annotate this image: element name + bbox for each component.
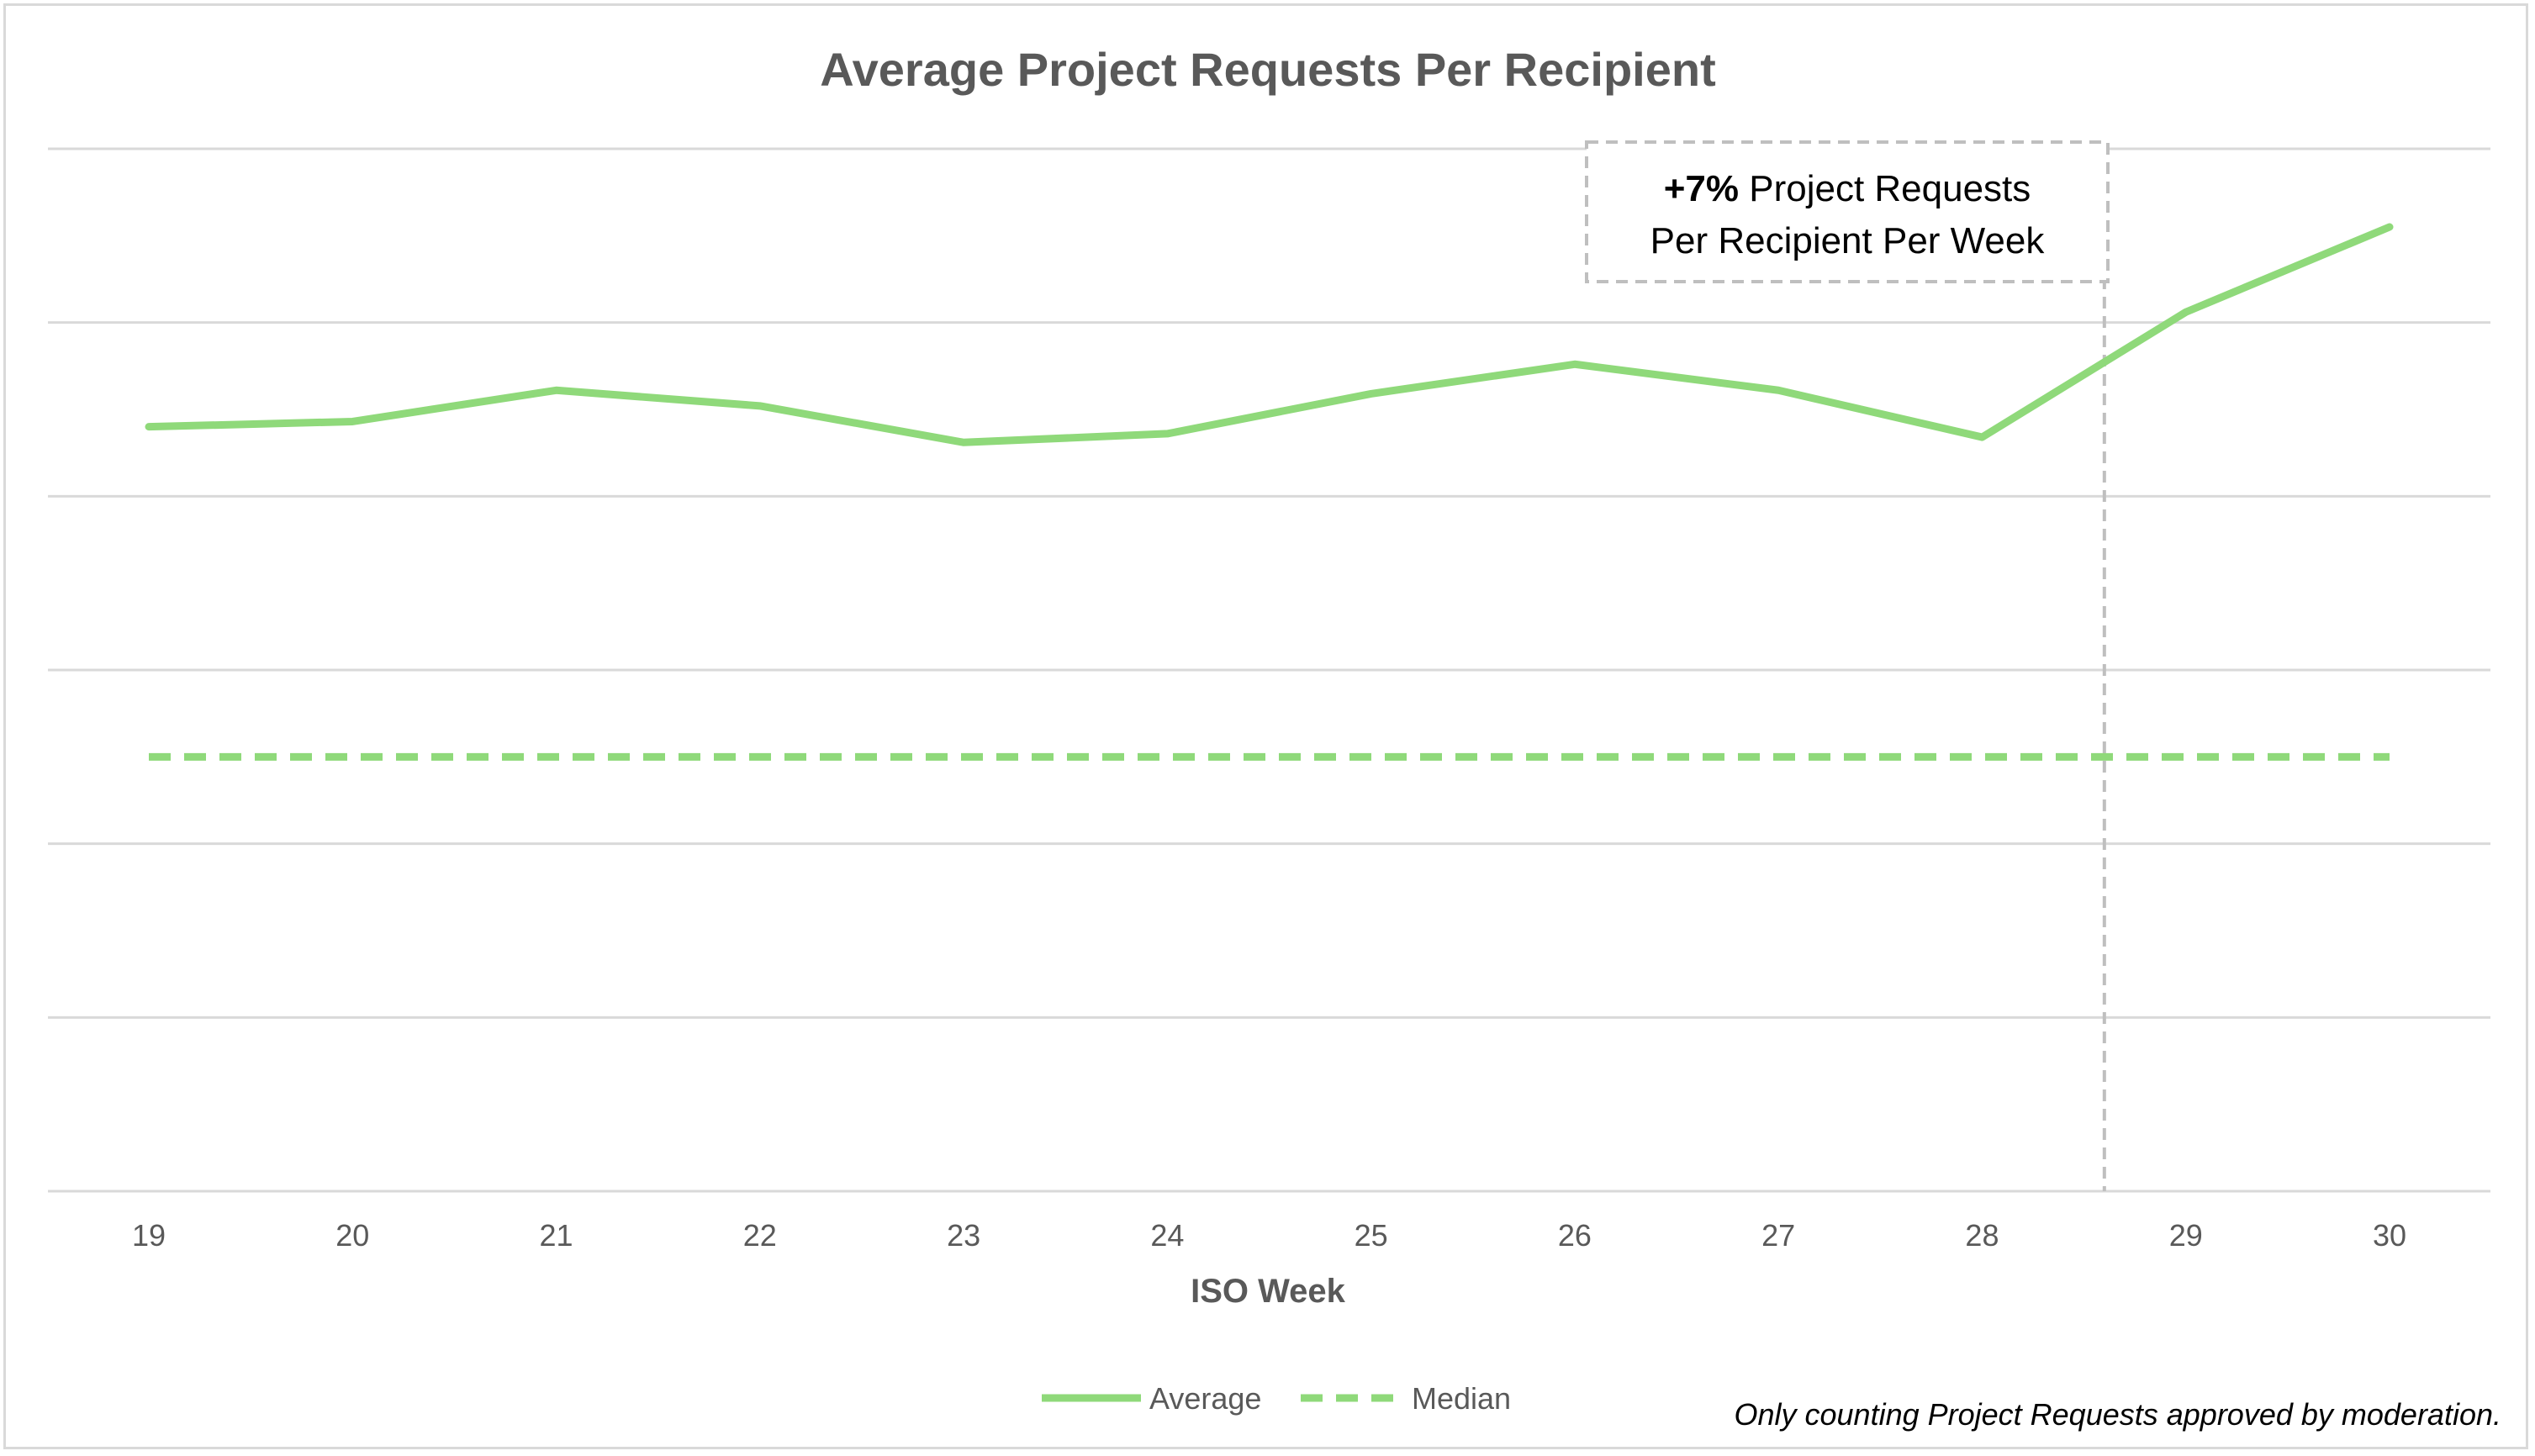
x-tick-label: 24 [1150,1218,1184,1253]
series-lines [145,223,2394,761]
annotation-line-1-rest: Project Requests [1739,168,2031,209]
x-tick-label: 30 [2373,1218,2406,1253]
legend-label-median: Median [1412,1381,1511,1416]
x-tick-label: 19 [132,1218,166,1253]
line-chart: Average Project Requests Per Recipient 1… [48,43,2501,1432]
x-tick-label: 23 [947,1218,980,1253]
legend: Average Median [1042,1381,1511,1416]
annotation-line-2: Per Recipient Per Week [1650,220,2046,261]
footnote: Only counting Project Requests approved … [1734,1397,2501,1432]
annotation-line-1: +7% Project Requests [1664,168,2031,209]
series-line-average [145,223,2394,446]
x-tick-label: 27 [1761,1218,1795,1253]
x-axis-title: ISO Week [1191,1273,1346,1310]
gridlines [48,147,2490,1193]
x-tick-label: 25 [1355,1218,1388,1253]
x-tick-label: 20 [335,1218,369,1253]
x-tick-label: 28 [1965,1218,1999,1253]
x-tick-label: 26 [1558,1218,1592,1253]
x-tick-label: 21 [540,1218,573,1253]
x-tick-label: 22 [743,1218,777,1253]
x-axis-tick-labels: 19 20 21 22 23 24 25 26 27 28 29 30 [132,1218,2406,1253]
chart-frame: Average Project Requests Per Recipient 1… [3,3,2528,1449]
annotation-highlight: +7% [1664,168,1739,209]
annotation-box: +7% Project Requests Per Recipient Per We… [1585,140,2110,283]
annotation-frame [1585,140,2110,283]
legend-label-average: Average [1149,1381,1261,1416]
chart-title: Average Project Requests Per Recipient [820,43,1715,96]
x-tick-label: 29 [2169,1218,2203,1253]
